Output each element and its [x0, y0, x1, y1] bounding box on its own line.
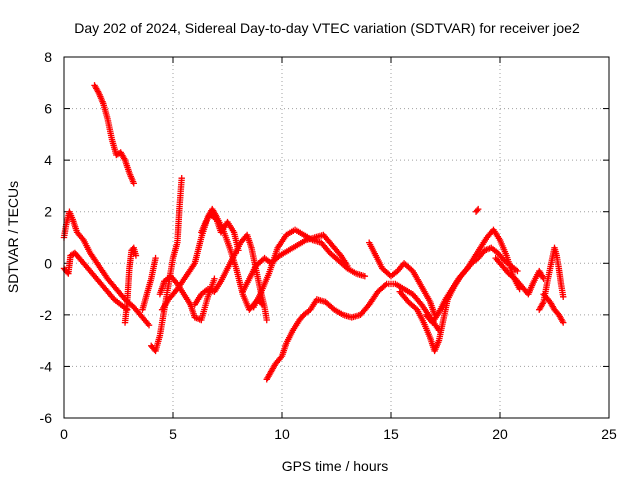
series-arc-5 [139, 254, 159, 313]
y-tick-label: -6 [40, 410, 53, 426]
x-tick-label: 20 [492, 426, 508, 442]
series-arc-14 [366, 239, 438, 319]
series-arc-15 [396, 226, 523, 355]
series-arc-12 [239, 231, 351, 295]
series-arc-20 [540, 291, 567, 326]
chart-title: Day 202 of 2024, Sidereal Day-to-day VTE… [74, 20, 580, 36]
series-arc-17 [472, 205, 482, 215]
y-tick-label: -4 [40, 358, 53, 374]
data-point [235, 247, 242, 254]
y-axis-title: SDTVAR / TECUs [5, 181, 21, 293]
series-arc-16 [422, 244, 521, 326]
series-arc-13 [250, 226, 369, 311]
data-point [361, 272, 369, 280]
series-arc-11 [263, 280, 443, 383]
series-arc-1 [60, 208, 153, 329]
data-point [473, 207, 481, 214]
data-point [560, 293, 567, 301]
x-tick-label: 10 [274, 426, 290, 442]
y-tick-label: 0 [44, 255, 52, 271]
y-tick-label: 4 [44, 152, 52, 168]
data-point [152, 254, 159, 262]
x-tick-label: 0 [60, 426, 68, 442]
plot-frame [63, 56, 610, 419]
y-tick-label: 6 [44, 101, 52, 117]
y-tick-label: -2 [40, 307, 53, 323]
data-point [145, 321, 153, 329]
series-arc-10 [198, 211, 242, 254]
x-tick-label: 5 [169, 426, 177, 442]
x-tick-label: 25 [601, 426, 617, 442]
data-point [514, 267, 521, 275]
series-arc-18 [492, 254, 547, 298]
series-arc-19 [536, 244, 567, 313]
series-arc-6 [148, 174, 185, 355]
data-point [475, 205, 482, 213]
data-point [178, 174, 185, 182]
data-point [132, 252, 140, 259]
data-point [381, 282, 389, 289]
data-point [130, 180, 137, 187]
y-tick-label: 8 [44, 49, 52, 65]
series-arc-2 [60, 249, 131, 313]
data-series [60, 82, 567, 383]
data-point [211, 275, 218, 282]
y-tick-label: 2 [44, 204, 52, 220]
series-arc-4 [121, 244, 140, 326]
data-point [560, 319, 567, 326]
data-point [263, 316, 270, 324]
ticks: 0 5 10 15 20 25 -6 -4 -2 0 2 4 6 8 [40, 49, 617, 442]
x-axis-title: GPS time / hours [282, 458, 389, 474]
x-tick-label: 15 [383, 426, 399, 442]
grid [64, 57, 609, 418]
series-arc-8 [158, 205, 266, 313]
series-arc-3 [91, 82, 137, 187]
